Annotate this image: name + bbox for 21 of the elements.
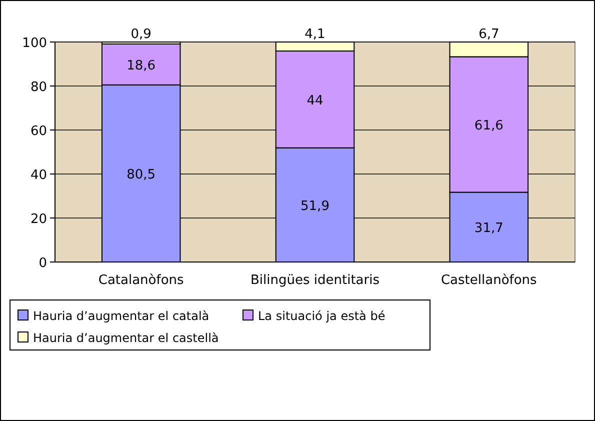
- y-tick-label: 20: [30, 212, 47, 227]
- data-label: 4,1: [304, 27, 326, 42]
- data-label: 61,6: [474, 118, 504, 134]
- y-tick-label: 0: [38, 256, 47, 271]
- legend-label: Hauria d’augmentar el castellà: [33, 331, 219, 345]
- x-tick-label: Castellanòfons: [440, 273, 538, 288]
- y-tick-label: 60: [30, 124, 47, 139]
- x-tick-label: Bilingües identitaris: [250, 273, 380, 288]
- data-label: 80,5: [126, 167, 156, 182]
- data-label: 31,7: [474, 221, 504, 236]
- y-tick-label: 40: [30, 168, 47, 183]
- x-tick-label: Catalanòfons: [98, 273, 184, 288]
- y-tick-label: 80: [30, 80, 47, 95]
- data-label: 18,6: [126, 58, 156, 74]
- data-label: 51,9: [300, 198, 330, 214]
- y-tick-label: 100: [22, 36, 47, 51]
- data-label: 6,7: [478, 27, 500, 42]
- data-label: 0,9: [130, 27, 152, 42]
- legend-label: La situació ja està bé: [258, 309, 386, 323]
- data-label: 44: [306, 93, 324, 108]
- legend-label: Hauria d’augmentar el català: [33, 309, 210, 323]
